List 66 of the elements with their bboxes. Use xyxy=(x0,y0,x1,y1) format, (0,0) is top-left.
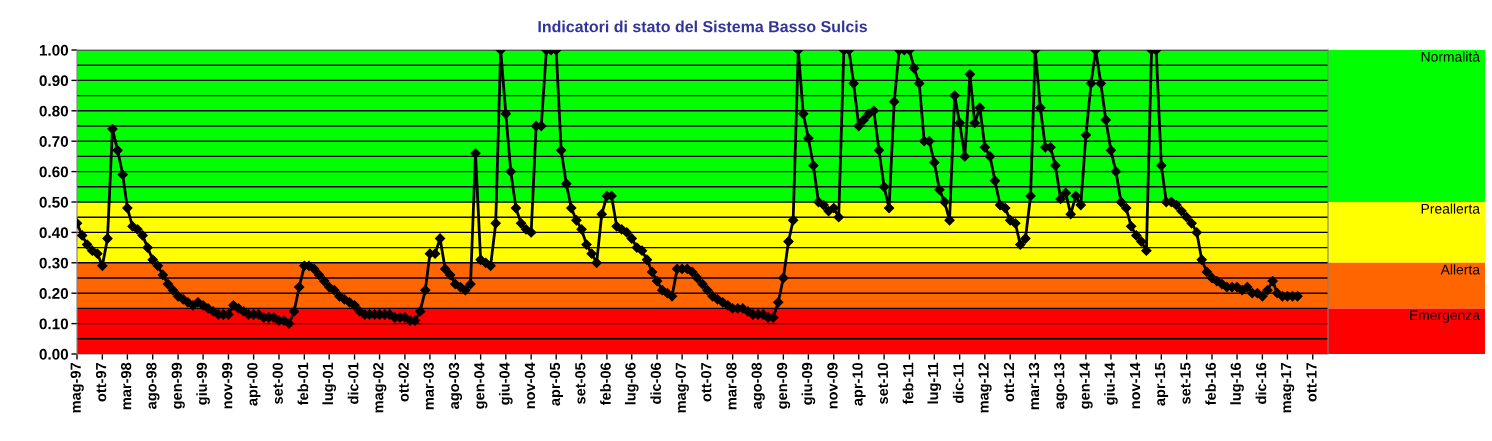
y-tick-label: 0.30 xyxy=(39,257,69,269)
x-tick-label: feb-11 xyxy=(902,362,914,405)
x-tick-label: giu-04 xyxy=(498,362,513,405)
x-tick-label: gen-14 xyxy=(1079,362,1093,409)
x-tick-label: dic-06 xyxy=(650,362,662,404)
y-tick-label: 0.80 xyxy=(39,105,69,117)
x-tick-label: dic-11 xyxy=(952,362,964,404)
x-tick-label: nov-99 xyxy=(222,362,233,409)
x-tick-label: ago-08 xyxy=(751,362,765,409)
x-tick-label: mar-13 xyxy=(1028,362,1040,410)
x-tick-label: ago-98 xyxy=(146,362,160,409)
x-tick-label: gen-04 xyxy=(474,362,488,409)
x-tick-label: ott-12 xyxy=(1003,362,1015,402)
x-tick-label: lug-01 xyxy=(322,362,337,405)
x-tick-label: lug-11 xyxy=(927,362,942,404)
x-tick-label: lug-06 xyxy=(624,362,639,405)
x-tick-label: mag-97 xyxy=(70,362,84,413)
x-tick-label: mar-98 xyxy=(120,362,132,410)
x-tick-label: apr-15 xyxy=(1155,362,1169,406)
x-tick-label: giu-09 xyxy=(801,362,816,405)
x-tick-label: ott-02 xyxy=(398,362,409,402)
x-tick-label: set-10 xyxy=(877,362,889,404)
x-tick-label: feb-16 xyxy=(1205,362,1216,406)
x-tick-label: gen-99 xyxy=(171,362,185,409)
x-tick-label: mar-08 xyxy=(726,362,737,410)
y-tick-label: 0.90 xyxy=(39,75,69,87)
x-tick-label: feb-06 xyxy=(600,362,611,406)
x-tick-label: mag-12 xyxy=(978,362,992,413)
x-tick-label: ago-03 xyxy=(448,362,463,409)
x-tick-label: apr-00 xyxy=(247,362,261,406)
y-tick-label: 0.50 xyxy=(39,196,69,208)
x-tick-label: mag-02 xyxy=(373,362,387,413)
x-tick-label: giu-14 xyxy=(1104,362,1118,405)
x-tick-label: feb-01 xyxy=(297,362,309,406)
y-tick-label: 0.40 xyxy=(39,227,69,239)
x-tick-label: mar-03 xyxy=(423,362,434,410)
x-tick-label: giu-99 xyxy=(196,362,210,405)
x-tick-label: ott-97 xyxy=(95,362,107,402)
x-tick-label: nov-09 xyxy=(827,362,838,409)
band-label: Allerta xyxy=(1440,264,1480,275)
y-tick-label: 0.10 xyxy=(39,318,69,330)
x-tick-label: apr-10 xyxy=(852,362,866,406)
x-tick-label: dic-16 xyxy=(1255,362,1267,404)
chart-title: Indicatori di stato del Sistema Basso Sulcis xyxy=(538,20,867,33)
y-tick-label: 0.00 xyxy=(39,348,69,360)
band-label: Emergenza xyxy=(1410,310,1480,323)
x-tick-label: apr-05 xyxy=(549,362,563,406)
x-tick-label: mag-17 xyxy=(1281,362,1295,413)
band-label: Normalità xyxy=(1421,51,1480,62)
y-tick-label: 0.60 xyxy=(39,166,69,178)
x-tick-label: mag-07 xyxy=(675,362,689,413)
x-tick-label: dic-01 xyxy=(347,362,359,404)
x-tick-label: nov-04 xyxy=(524,362,536,409)
x-tick-label: ago-13 xyxy=(1054,362,1068,409)
x-tick-label: set-05 xyxy=(575,362,586,404)
x-tick-label: nov-14 xyxy=(1130,362,1141,409)
band-label: Preallerta xyxy=(1421,203,1480,214)
x-tick-label: lug-16 xyxy=(1230,362,1244,405)
y-tick-label: 0.20 xyxy=(39,288,69,299)
x-tick-label: gen-09 xyxy=(776,362,791,409)
x-tick-label: set-15 xyxy=(1180,362,1191,404)
x-tick-label: ott-07 xyxy=(701,362,712,402)
x-tick-label: ott-17 xyxy=(1306,362,1317,402)
y-tick-label: 1.00 xyxy=(39,44,69,56)
y-tick-label: 0.70 xyxy=(39,136,69,147)
x-tick-label: set-00 xyxy=(272,362,283,404)
